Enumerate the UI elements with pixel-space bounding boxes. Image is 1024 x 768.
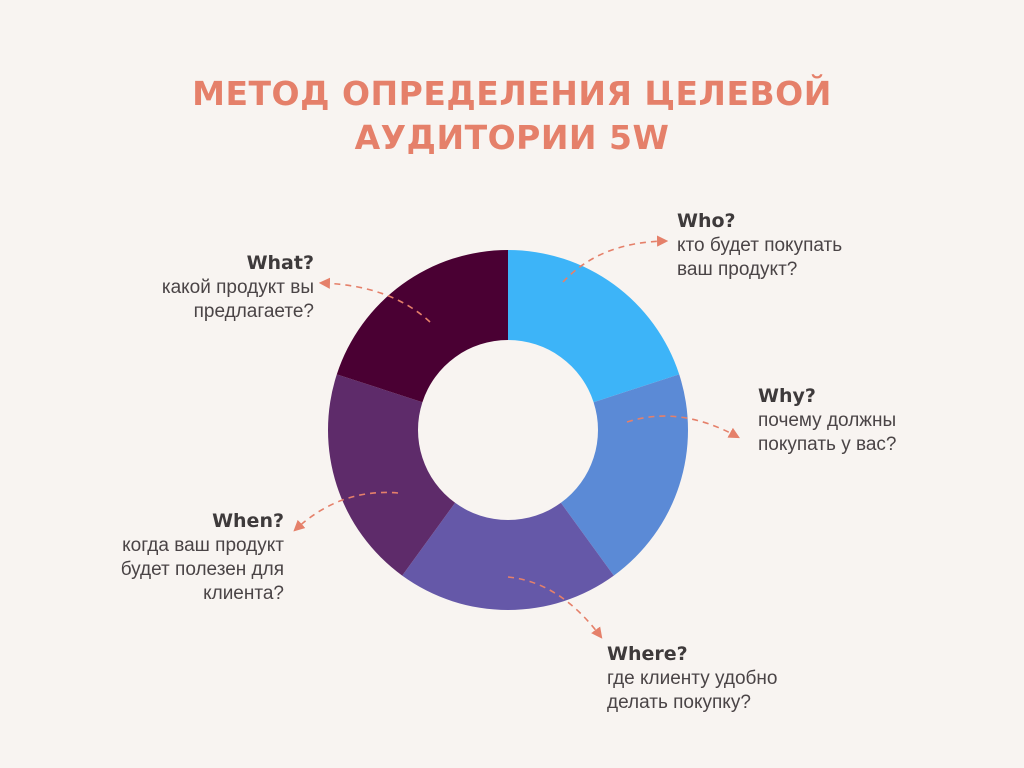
arrow-where	[507, 576, 603, 639]
title-line-2: АУДИТОРИИ 5W	[354, 118, 670, 157]
connector-arrows	[293, 235, 740, 639]
segment-who	[508, 250, 680, 403]
arrow-who	[562, 235, 669, 283]
desc-who-line-2: ваш продукт?	[677, 259, 798, 280]
desc-when-line-1: когда ваш продукт	[122, 535, 284, 556]
desc-what-line-2: предлагаете?	[193, 301, 314, 322]
arrow-when	[293, 491, 399, 532]
label-where: Where? где клиенту удобно делать покупку…	[607, 641, 777, 715]
question-when: When?	[212, 510, 284, 532]
arrow-what	[318, 277, 431, 323]
label-what: What? какой продукт вы предлагаете?	[162, 250, 314, 324]
desc-when-line-2: будет полезен для	[120, 559, 284, 580]
question-what: What?	[246, 252, 314, 274]
question-who: Who?	[677, 210, 736, 232]
label-why: Why? почему должны покупать у вас?	[758, 383, 897, 457]
segment-what	[336, 249, 508, 403]
title-line-1: МЕТОД ОПРЕДЕЛЕНИЯ ЦЕЛЕВОЙ	[192, 74, 832, 113]
desc-what-line-1: какой продукт вы	[161, 277, 314, 298]
segment-when	[327, 374, 456, 576]
desc-why-line-2: покупать у вас?	[758, 434, 897, 455]
question-where: Where?	[607, 643, 688, 665]
desc-when-line-3: клиента?	[203, 583, 284, 604]
segment-why	[560, 374, 688, 576]
segment-where	[402, 502, 614, 610]
question-why: Why?	[758, 385, 816, 407]
label-who: Who? кто будет покупать ваш продукт?	[677, 208, 842, 282]
page-title: МЕТОД ОПРЕДЕЛЕНИЯ ЦЕЛЕВОЙ АУДИТОРИИ 5W	[0, 72, 1024, 160]
desc-where-line-2: делать покупку?	[607, 692, 751, 713]
label-when: When? когда ваш продукт будет полезен дл…	[121, 508, 284, 606]
desc-who-line-1: кто будет покупать	[677, 235, 843, 256]
desc-where-line-1: где клиенту удобно	[607, 668, 778, 689]
desc-why-line-1: почему должны	[758, 410, 897, 431]
donut-segments	[327, 249, 688, 610]
arrow-why	[626, 415, 740, 439]
